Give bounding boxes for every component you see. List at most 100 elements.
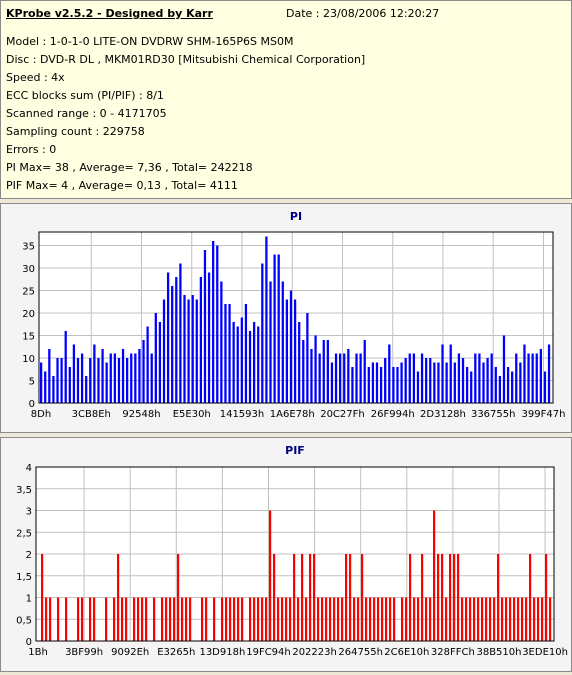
bar bbox=[478, 353, 481, 403]
bar bbox=[433, 510, 436, 641]
bar bbox=[330, 362, 334, 403]
bar bbox=[273, 254, 276, 403]
bar bbox=[125, 597, 128, 641]
bar bbox=[185, 597, 188, 641]
bar bbox=[281, 281, 284, 403]
bar bbox=[505, 597, 508, 641]
bar bbox=[359, 353, 362, 403]
bar bbox=[309, 554, 312, 641]
info-model: Model : 1-0-1-0 LITE-ON DVDRW SHM-165P6S… bbox=[6, 35, 294, 48]
bar bbox=[453, 362, 456, 403]
bar bbox=[489, 597, 492, 641]
y-tick-label: 35 bbox=[22, 242, 35, 253]
pif-chart-panel: PIF 0 0,5 1 1,5 2 2,5 3 3,5 4 1Bh 3BF99h 9092Eh E3265… bbox=[0, 437, 572, 672]
bar bbox=[105, 597, 108, 641]
bar bbox=[142, 340, 145, 403]
bar bbox=[93, 344, 96, 403]
y-tick-label: 0 bbox=[26, 637, 32, 648]
bar bbox=[482, 362, 485, 403]
bar bbox=[289, 290, 293, 403]
bar bbox=[113, 353, 116, 403]
bar bbox=[449, 554, 452, 641]
bar bbox=[101, 349, 104, 403]
bar bbox=[392, 367, 395, 403]
bar bbox=[341, 597, 344, 641]
bar bbox=[441, 554, 444, 641]
bar bbox=[461, 358, 465, 403]
bar bbox=[65, 597, 68, 641]
bar bbox=[141, 597, 144, 641]
bar bbox=[409, 554, 412, 641]
bar bbox=[97, 358, 100, 403]
bar bbox=[224, 304, 227, 403]
bar bbox=[355, 353, 358, 403]
bar bbox=[321, 597, 324, 641]
bar bbox=[429, 358, 432, 403]
bar bbox=[134, 353, 137, 403]
bar bbox=[56, 358, 59, 403]
info-pi-summary: PI Max= 38 , Average= 7,36 , Total= 2422… bbox=[6, 161, 253, 174]
bar bbox=[485, 597, 488, 641]
y-tick-label: 2 bbox=[26, 550, 32, 561]
bar bbox=[40, 362, 43, 403]
bar bbox=[381, 597, 384, 641]
bar bbox=[313, 554, 316, 641]
x-tick-label: 328FFCh bbox=[431, 647, 475, 658]
bar bbox=[221, 597, 224, 641]
x-tick-label: 13D918h bbox=[199, 647, 245, 658]
bar bbox=[52, 376, 55, 403]
bar bbox=[416, 371, 420, 403]
bar bbox=[373, 597, 376, 641]
bar bbox=[293, 554, 296, 641]
bar bbox=[85, 376, 88, 403]
x-tick-label: 26F994h bbox=[371, 409, 415, 420]
bar bbox=[232, 322, 235, 403]
bar bbox=[281, 597, 284, 641]
bar bbox=[240, 317, 243, 403]
bar bbox=[169, 597, 172, 641]
bar bbox=[337, 597, 340, 641]
bar bbox=[549, 597, 552, 641]
x-tick-label: 2D3128h bbox=[420, 409, 466, 420]
bar bbox=[437, 554, 440, 641]
bar bbox=[388, 344, 391, 403]
x-tick-label: 264755h bbox=[338, 647, 383, 658]
bar bbox=[181, 597, 184, 641]
bar bbox=[525, 597, 528, 641]
bar bbox=[233, 597, 236, 641]
bar bbox=[437, 362, 440, 403]
bar bbox=[57, 597, 60, 641]
bar bbox=[64, 331, 67, 403]
info-ecc-sum: ECC blocks sum (PI/PIF) : 8/1 bbox=[6, 89, 164, 102]
bar bbox=[461, 597, 464, 641]
bar bbox=[445, 597, 448, 641]
info-speed: Speed : 4x bbox=[6, 71, 65, 84]
y-tick-label: 15 bbox=[22, 332, 35, 343]
bar bbox=[501, 597, 504, 641]
chart-title: PIF bbox=[285, 444, 305, 457]
x-tick-label: 38B510h bbox=[476, 647, 521, 658]
app-title: KProbe v2.5.2 - Designed by Karr bbox=[6, 7, 213, 20]
bar bbox=[68, 367, 71, 403]
bar bbox=[449, 344, 452, 403]
bar bbox=[413, 597, 416, 641]
bar bbox=[473, 597, 476, 641]
y-tick-label: 0,5 bbox=[16, 615, 32, 626]
y-tick-label: 5 bbox=[29, 377, 35, 388]
pi-chart: PI 0 5 10 15 20 25 30 35 8Dh 3CB8Eh 92548h E5E30h 141… bbox=[22, 210, 566, 420]
x-tick-label: 399F47h bbox=[522, 409, 566, 420]
pi-chart-panel: PI 0 5 10 15 20 25 30 35 8Dh 3CB8Eh 92548h E5E30h 141… bbox=[0, 203, 572, 433]
bar bbox=[187, 299, 190, 403]
bar bbox=[539, 349, 542, 403]
bar bbox=[93, 597, 96, 641]
bar bbox=[195, 299, 198, 403]
bar bbox=[527, 353, 530, 403]
x-tick-label: E5E30h bbox=[173, 409, 211, 420]
bar bbox=[229, 597, 232, 641]
x-tick-label: 19FC94h bbox=[246, 647, 291, 658]
bar bbox=[207, 272, 211, 403]
bar bbox=[203, 250, 207, 403]
x-tick-label: 1A6E78h bbox=[270, 409, 315, 420]
bar bbox=[248, 331, 252, 403]
bar bbox=[177, 554, 180, 641]
